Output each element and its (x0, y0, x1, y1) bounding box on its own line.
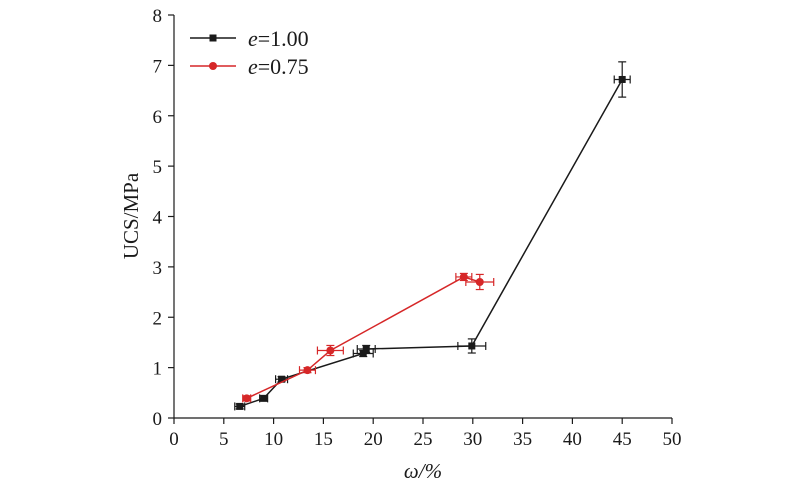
legend-label-symbol: e (248, 54, 258, 79)
data-point (260, 394, 268, 402)
plot-area (234, 61, 631, 411)
series-0 (234, 61, 631, 411)
data-point (359, 350, 367, 358)
y-tick-label: 8 (153, 6, 163, 27)
legend-label-value: =0.75 (258, 54, 309, 79)
y-ticks: 0 1 2 3 4 5 6 7 8 (153, 6, 174, 430)
y-tick-label: 6 (153, 107, 163, 128)
y-tick-label: 4 (153, 208, 163, 229)
legend: e=1.00e=0.75 (190, 26, 309, 79)
data-point (236, 402, 244, 410)
legend-item: e=1.00 (190, 26, 309, 51)
y-tick-label: 0 (153, 409, 163, 430)
data-point (468, 342, 476, 350)
y-axis-title: UCS/MPa (119, 172, 143, 259)
y-tick-label: 2 (153, 308, 163, 329)
data-point (242, 394, 251, 403)
y-tick-label: 7 (153, 56, 163, 77)
legend-swatch-marker (209, 62, 217, 70)
data-point (618, 75, 626, 83)
legend-label: e=1.00 (248, 26, 309, 51)
legend-item: e=0.75 (190, 54, 309, 79)
series-line (239, 79, 623, 408)
x-ticks: 0 5 10 15 20 25 30 35 40 45 50 (169, 418, 682, 450)
x-tick-label: 5 (219, 429, 229, 450)
data-point (278, 375, 286, 383)
data-point (459, 272, 468, 281)
x-tick-label: 0 (169, 429, 179, 450)
legend-label-symbol: e (248, 26, 258, 51)
x-tick-label: 15 (314, 429, 333, 450)
series-1 (242, 272, 495, 403)
y-tick-label: 5 (153, 157, 163, 178)
data-point (362, 345, 370, 353)
x-tick-label: 40 (563, 429, 582, 450)
y-tick-label: 1 (153, 359, 163, 380)
x-tick-label: 35 (513, 429, 532, 450)
data-point (326, 346, 335, 355)
legend-label-value: =1.00 (258, 26, 309, 51)
data-point (475, 277, 484, 286)
x-axis-title: ω/% (404, 459, 442, 483)
x-tick-label: 20 (364, 429, 383, 450)
x-tick-label: 50 (663, 429, 682, 450)
legend-swatch-marker (209, 34, 217, 42)
legend-label: e=0.75 (248, 54, 309, 79)
x-tick-label: 45 (613, 429, 632, 450)
x-tick-label: 30 (463, 429, 482, 450)
x-tick-label: 10 (264, 429, 283, 450)
y-tick-label: 3 (153, 258, 163, 279)
data-point (303, 366, 312, 375)
x-tick-label: 25 (414, 429, 433, 450)
